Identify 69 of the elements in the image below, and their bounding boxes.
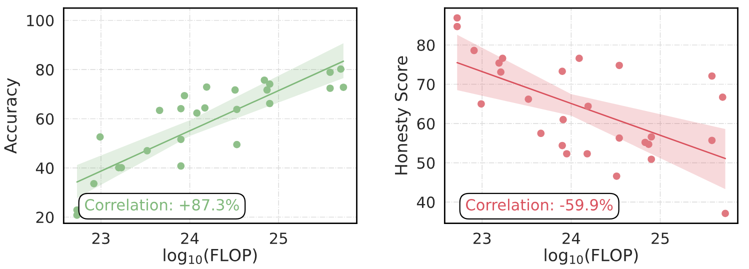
point	[326, 84, 334, 92]
point	[708, 136, 716, 144]
point	[263, 86, 271, 94]
y-tick-label: 20	[36, 212, 54, 224]
point	[201, 104, 209, 112]
point	[498, 54, 506, 62]
point	[616, 62, 623, 70]
point	[584, 102, 592, 110]
point	[96, 133, 104, 141]
point	[558, 68, 566, 75]
point	[180, 92, 188, 100]
annotation: Correlation: +87.3%	[85, 198, 239, 211]
x-tick-label: 25	[652, 232, 669, 244]
point	[722, 210, 729, 218]
x-tick-label: 23	[473, 232, 491, 244]
x-axis-title: log$_{10}$(FLOP)	[164, 248, 257, 265]
y-tick-label: 50	[417, 157, 435, 169]
point	[156, 106, 164, 114]
point	[266, 80, 274, 88]
point	[193, 109, 201, 117]
point	[616, 134, 623, 142]
point	[260, 76, 268, 84]
point	[177, 104, 185, 112]
point	[177, 136, 185, 144]
point	[231, 86, 239, 94]
point	[470, 46, 478, 54]
point	[478, 100, 485, 108]
y-tick-label: 100	[27, 14, 54, 26]
x-tick-label: 24	[181, 232, 199, 244]
point	[648, 133, 656, 141]
point	[497, 68, 504, 76]
point	[612, 172, 620, 180]
x-tick-label: 25	[270, 232, 287, 244]
x-axis-title: log$_{10}$(FLOP)	[544, 248, 638, 265]
point	[266, 100, 274, 108]
point	[537, 130, 545, 138]
y-axis-title: Honesty Score	[394, 56, 411, 174]
point	[453, 22, 461, 30]
y-axis-title: Accuracy	[4, 78, 20, 154]
y-tick-label: 40	[416, 196, 435, 208]
point	[233, 106, 241, 114]
y-tick-label: 80	[36, 64, 54, 76]
point	[563, 150, 570, 158]
point	[326, 68, 334, 76]
point	[718, 94, 726, 101]
point	[340, 84, 348, 91]
point	[143, 147, 151, 154]
point	[177, 162, 185, 170]
x-tick-label: 23	[92, 232, 110, 244]
x-tick-label: 24	[562, 232, 580, 244]
point	[558, 142, 566, 150]
point	[584, 150, 591, 158]
point	[90, 180, 98, 188]
y-tick-label: 60	[36, 113, 54, 125]
point	[648, 156, 656, 163]
y-tick-label: 60	[417, 118, 435, 130]
point	[233, 140, 241, 148]
point	[337, 65, 344, 73]
point	[645, 140, 652, 148]
point	[576, 54, 583, 62]
y-tick-label: 40	[36, 162, 54, 174]
y-tick-label: 80	[417, 39, 435, 52]
point	[524, 96, 532, 103]
point	[202, 83, 210, 91]
y-tick-label: 70	[417, 78, 435, 90]
annotation: Correlation: -59.9%	[466, 198, 613, 211]
point	[708, 72, 716, 80]
point	[559, 116, 567, 124]
point	[453, 14, 461, 22]
